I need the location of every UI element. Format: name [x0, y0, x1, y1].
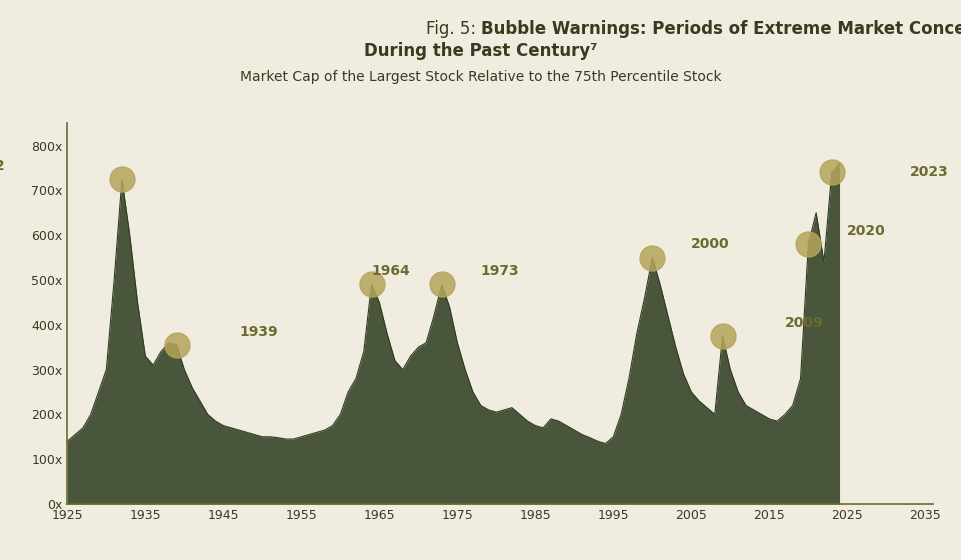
Text: 2020: 2020: [847, 224, 885, 238]
Text: 1932: 1932: [0, 159, 5, 173]
Text: 2009: 2009: [784, 316, 823, 330]
Text: Bubble Warnings: Periods of Extreme Market Concentration: Bubble Warnings: Periods of Extreme Mark…: [480, 20, 961, 38]
Text: 1973: 1973: [480, 264, 519, 278]
Text: Market Cap of the Largest Stock Relative to the 75th Percentile Stock: Market Cap of the Largest Stock Relative…: [240, 70, 721, 84]
Text: 2023: 2023: [909, 166, 948, 179]
Text: 2000: 2000: [691, 237, 729, 251]
Text: 1939: 1939: [238, 325, 278, 338]
Text: During the Past Century⁷: During the Past Century⁷: [364, 42, 597, 60]
Text: Fig. 5:: Fig. 5:: [425, 20, 480, 38]
Text: 1964: 1964: [371, 264, 409, 278]
